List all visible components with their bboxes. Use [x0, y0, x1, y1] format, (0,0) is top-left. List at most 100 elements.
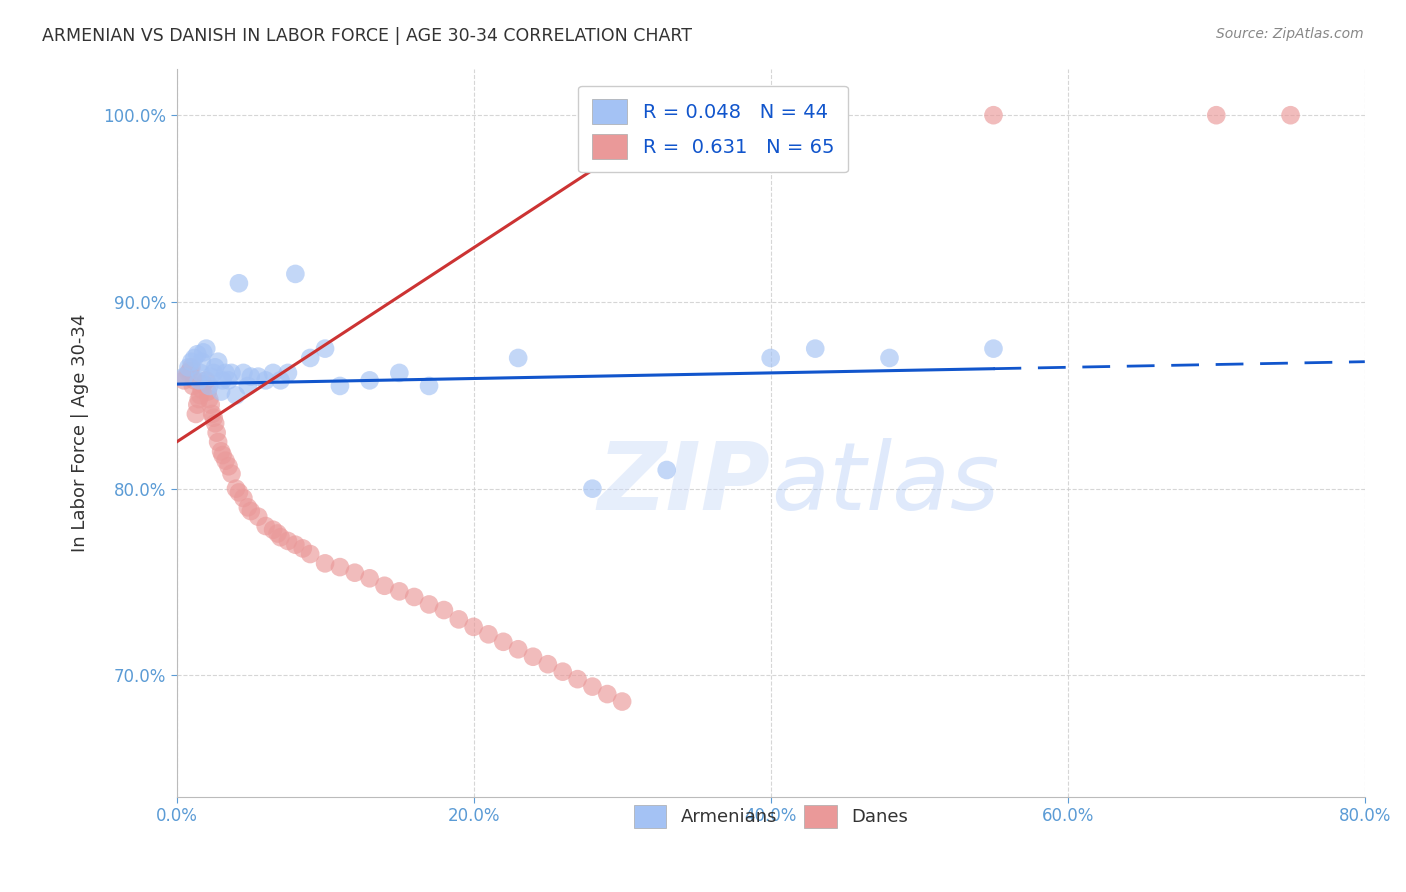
Point [359, 571, 381, 585]
Point [186, 398, 208, 412]
Point [221, 467, 243, 481]
Point [218, 459, 240, 474]
Y-axis label: In Labor Force | Age 30-34: In Labor Force | Age 30-34 [72, 313, 89, 552]
Point [388, 366, 411, 380]
Point [1205, 108, 1227, 122]
Point [173, 369, 195, 384]
Point [201, 407, 224, 421]
Point [581, 482, 603, 496]
Point [522, 649, 544, 664]
Point [433, 603, 456, 617]
Point [329, 379, 352, 393]
Point [277, 366, 299, 380]
Point [198, 379, 221, 393]
Point [209, 444, 232, 458]
Point [759, 351, 782, 365]
Point [254, 519, 277, 533]
Point [174, 369, 197, 384]
Point [508, 351, 530, 365]
Point [314, 342, 336, 356]
Point [236, 379, 259, 393]
Point [239, 369, 262, 384]
Point [183, 351, 205, 365]
Point [188, 366, 211, 380]
Point [207, 354, 229, 368]
Point [205, 425, 228, 440]
Point [204, 417, 226, 431]
Point [209, 384, 232, 399]
Point [193, 377, 215, 392]
Point [228, 485, 250, 500]
Point [225, 482, 247, 496]
Point [879, 351, 901, 365]
Point [181, 379, 204, 393]
Point [173, 373, 195, 387]
Point [187, 392, 209, 406]
Point [388, 584, 411, 599]
Point [270, 530, 292, 544]
Point [329, 560, 352, 574]
Point [184, 407, 207, 421]
Point [266, 526, 288, 541]
Point [195, 373, 218, 387]
Point [299, 547, 322, 561]
Point [180, 354, 202, 368]
Point [804, 342, 827, 356]
Point [284, 538, 307, 552]
Point [177, 360, 200, 375]
Point [314, 557, 336, 571]
Point [284, 267, 307, 281]
Point [211, 448, 233, 462]
Point [418, 598, 440, 612]
Point [232, 366, 254, 380]
Point [193, 345, 215, 359]
Point [404, 590, 426, 604]
Point [198, 392, 221, 406]
Point [202, 366, 225, 380]
Point [211, 373, 233, 387]
Point [262, 523, 284, 537]
Point [207, 435, 229, 450]
Point [983, 342, 1005, 356]
Point [218, 373, 240, 387]
Point [277, 533, 299, 548]
Point [447, 612, 470, 626]
Point [262, 366, 284, 380]
Point [183, 373, 205, 387]
Point [463, 620, 485, 634]
Point [596, 687, 619, 701]
Point [359, 373, 381, 387]
Point [581, 680, 603, 694]
Point [180, 360, 202, 375]
Point [247, 369, 270, 384]
Point [179, 364, 201, 378]
Text: ARMENIAN VS DANISH IN LABOR FORCE | AGE 30-34 CORRELATION CHART: ARMENIAN VS DANISH IN LABOR FORCE | AGE … [42, 27, 692, 45]
Point [567, 672, 589, 686]
Point [228, 277, 250, 291]
Point [204, 360, 226, 375]
Point [247, 509, 270, 524]
Text: atlas: atlas [770, 438, 998, 529]
Point [214, 453, 236, 467]
Point [236, 500, 259, 515]
Point [343, 566, 366, 580]
Point [610, 694, 633, 708]
Point [197, 384, 219, 399]
Point [373, 579, 395, 593]
Point [537, 657, 560, 672]
Point [270, 373, 292, 387]
Point [254, 373, 277, 387]
Point [508, 642, 530, 657]
Legend: Armenians, Danes: Armenians, Danes [626, 797, 915, 835]
Text: Source: ZipAtlas.com: Source: ZipAtlas.com [1216, 27, 1364, 41]
Point [492, 634, 515, 648]
Point [655, 463, 678, 477]
Point [239, 504, 262, 518]
Point [177, 366, 200, 380]
Point [191, 383, 214, 397]
Point [221, 366, 243, 380]
Text: ZIP: ZIP [598, 438, 770, 530]
Point [195, 342, 218, 356]
Point [225, 388, 247, 402]
Point [200, 398, 222, 412]
